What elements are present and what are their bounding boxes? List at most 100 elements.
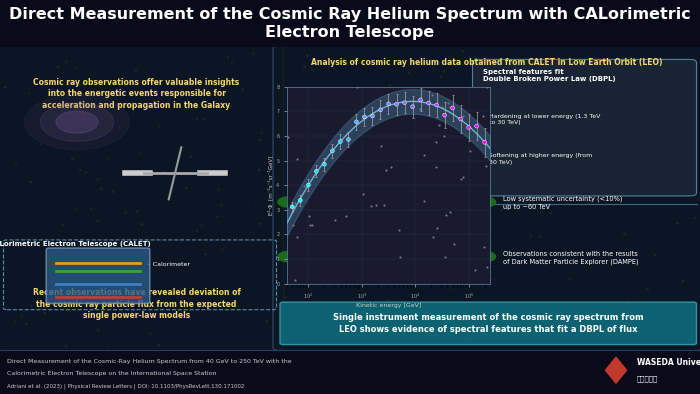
Point (541, 121, 552, 128)
Point (456, 105, 467, 112)
Text: Single instrument measurement of the cosmic ray spectrum from
LEO shows evidence: Single instrument measurement of the cos… (332, 313, 643, 334)
Point (351, 84, 363, 90)
Point (291, 156, 302, 162)
Point (134, 150, 146, 156)
Point (132, 208, 143, 215)
Point (455, 116, 466, 122)
Point (323, 65, 335, 71)
Point (371, 203, 382, 209)
Point (440, 212, 452, 218)
Point (304, 213, 315, 219)
Point (107, 189, 118, 195)
Point (460, 272, 471, 279)
Point (127, 104, 138, 110)
Point (102, 344, 113, 350)
Point (77, 111, 88, 117)
Point (359, 271, 370, 277)
Point (309, 194, 321, 200)
Point (304, 130, 316, 137)
Point (558, 84, 569, 91)
Text: Analysis of cosmic ray helium data obtained from CALET in Low Earth Orbit (LEO): Analysis of cosmic ray helium data obtai… (311, 58, 662, 67)
Point (437, 227, 448, 233)
Point (10, 319, 21, 325)
Circle shape (470, 197, 496, 208)
Point (407, 104, 418, 110)
Point (419, 152, 430, 158)
Point (327, 148, 338, 154)
Point (540, 87, 551, 94)
Point (111, 272, 122, 278)
Point (56, 104, 67, 110)
Text: Observations consistent with the results
of Dark Matter Particle Explorer (DAMPE: Observations consistent with the results… (503, 251, 638, 265)
Point (332, 127, 343, 134)
Point (318, 161, 330, 167)
Point (428, 234, 439, 240)
Point (517, 312, 528, 318)
Point (469, 267, 480, 273)
Point (456, 176, 467, 182)
Point (449, 241, 460, 247)
Point (213, 186, 224, 193)
Point (503, 198, 514, 204)
Point (289, 277, 300, 283)
Point (307, 67, 318, 73)
Text: • Softening at higher energy (from
   30 TeV): • Softening at higher energy (from 30 Te… (483, 154, 592, 165)
Point (574, 66, 585, 72)
Point (445, 287, 456, 293)
Polygon shape (25, 95, 130, 150)
Point (304, 222, 316, 228)
Point (394, 254, 405, 260)
Point (343, 136, 354, 143)
Point (299, 63, 310, 70)
Point (383, 308, 394, 314)
Point (527, 307, 538, 314)
Text: ✓: ✓ (287, 197, 294, 206)
Point (433, 121, 444, 128)
Point (375, 107, 386, 113)
Point (286, 185, 297, 191)
Point (438, 132, 449, 139)
Point (24, 90, 35, 97)
Point (391, 101, 402, 108)
Point (340, 150, 351, 156)
Point (650, 252, 661, 258)
Point (463, 314, 475, 321)
Point (101, 95, 112, 101)
Point (435, 74, 447, 80)
Point (378, 201, 389, 208)
Point (662, 75, 673, 81)
Point (158, 168, 169, 175)
Point (145, 331, 156, 337)
Point (248, 50, 259, 57)
Polygon shape (606, 357, 626, 383)
Point (430, 164, 441, 171)
Point (25, 179, 36, 185)
Point (431, 225, 442, 231)
FancyBboxPatch shape (46, 248, 150, 303)
Point (673, 191, 684, 198)
Point (84, 310, 95, 317)
Point (596, 195, 607, 202)
Point (442, 100, 454, 106)
Point (198, 116, 209, 123)
Point (185, 154, 196, 160)
Point (400, 236, 411, 242)
Point (636, 311, 647, 318)
Point (376, 143, 387, 149)
Point (678, 278, 689, 284)
Point (118, 236, 130, 243)
Point (407, 101, 419, 108)
Point (622, 296, 633, 302)
Point (302, 169, 313, 175)
Point (570, 104, 582, 110)
Point (433, 59, 444, 66)
Point (626, 305, 638, 311)
Point (666, 319, 677, 325)
Point (577, 164, 588, 170)
Point (227, 61, 238, 67)
Text: Adriani et al. (2023) | Physical Review Letters | DOI: 10.1103/PhysRevLett.130.1: Adriani et al. (2023) | Physical Review … (7, 384, 244, 389)
Point (386, 261, 397, 268)
Point (651, 104, 662, 111)
Point (295, 197, 306, 203)
Point (345, 317, 356, 323)
